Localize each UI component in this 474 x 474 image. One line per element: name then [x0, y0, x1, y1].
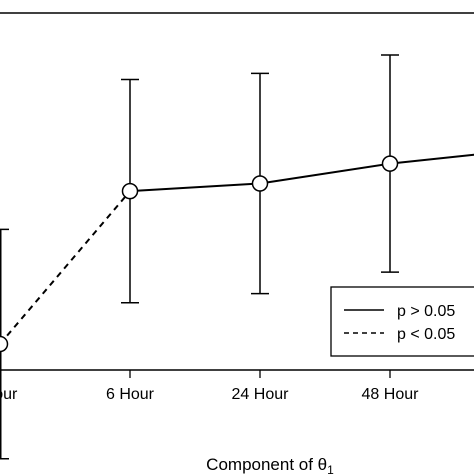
data-point [251, 175, 269, 192]
plot-frame [0, 12, 474, 371]
legend-label-dashed: p < 0.05 [397, 326, 455, 343]
x-axis-title-text: Component of θ [206, 455, 327, 474]
series-segment-solid [129, 182, 261, 193]
x-tick-label: 48 Hour [362, 386, 420, 403]
data-point [121, 182, 139, 200]
error-bar [0, 228, 9, 460]
x-tick-label: 6 Hour [106, 386, 155, 403]
data-point [0, 335, 9, 353]
data-points [0, 155, 399, 353]
x-axis-title: Component of θ1 [206, 455, 334, 474]
x-tick-label: 24 Hour [232, 386, 290, 403]
series-segment-solid [259, 162, 391, 185]
data-point [381, 155, 399, 172]
error-bars [0, 54, 399, 460]
x-tick-label: Hour [0, 386, 18, 403]
legend-label-solid: p > 0.05 [397, 303, 455, 320]
x-axis-title-subscript: 1 [327, 463, 334, 474]
series-segment-dashed [0, 190, 131, 345]
legend-box [330, 286, 474, 357]
legend: p > 0.05 p < 0.05 [330, 286, 474, 357]
series-lines [0, 153, 474, 345]
series-segment-solid [389, 153, 474, 165]
